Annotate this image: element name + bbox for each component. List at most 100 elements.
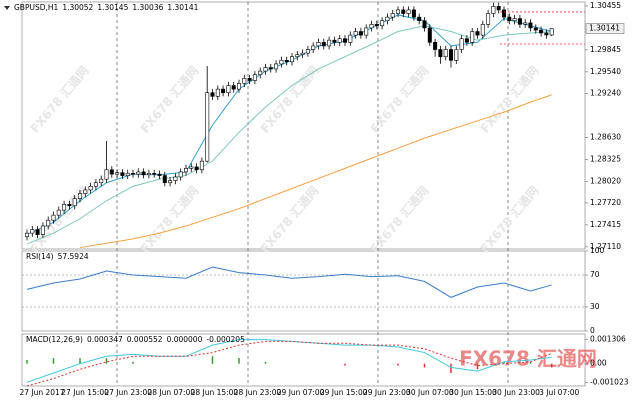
candle-body — [337, 38, 342, 43]
candle-body — [544, 32, 549, 36]
candle-body — [83, 189, 88, 194]
candle-body — [205, 92, 210, 162]
x-tick-label: 29 Jun 23:00 — [363, 388, 411, 397]
candle-body — [316, 42, 321, 47]
candle-body — [178, 171, 183, 178]
panel-frames — [21, 1, 586, 387]
y-tick-label: 1.28630 — [590, 132, 621, 141]
header-value: 1.30145 — [97, 3, 128, 12]
x-tick-label: 28 Jun 23:00 — [234, 388, 282, 397]
header-value: 0.000000 — [167, 335, 203, 344]
candle-body — [523, 22, 528, 25]
last-price: 1.30141 — [589, 24, 620, 33]
candle-body — [464, 38, 469, 43]
y-tick-label: 0 — [590, 326, 595, 335]
x-tick-label: 28 Jun 15:00 — [191, 388, 239, 397]
plot: 1.27110 1.27415 1.27720 1.28020 1.28325 1.286… — [14, 1, 629, 397]
macd-panel — [21, 333, 586, 387]
candle-body — [30, 229, 35, 234]
candle-body — [72, 198, 77, 207]
y-tick-label: 1.29240 — [590, 88, 621, 97]
macd-line — [26, 339, 552, 383]
candle-body — [168, 180, 173, 184]
candle-body — [496, 6, 501, 11]
candle-body — [274, 63, 279, 70]
candle-body — [141, 171, 146, 176]
y-tick-label: 30 — [590, 302, 600, 311]
candle-body — [199, 160, 204, 171]
x-tick-label: 27 Jun 2017 — [19, 388, 64, 397]
y-tick-label: 1.28020 — [590, 176, 621, 185]
candle-body — [99, 178, 104, 184]
candle-body — [46, 219, 51, 227]
y-tick-label: -0.001023 — [590, 378, 629, 387]
candle-body — [242, 78, 247, 84]
candle-body — [157, 173, 162, 176]
candle-body — [258, 70, 263, 76]
header-value: 57.5924 — [58, 252, 89, 261]
candle-body — [364, 27, 369, 36]
candle-body — [279, 60, 284, 65]
candle-body — [342, 38, 347, 43]
menu-triangle[interactable] — [4, 6, 10, 10]
candle-body — [125, 173, 130, 176]
candle-body — [295, 54, 300, 58]
y-tick-label: 1.27415 — [590, 220, 621, 229]
candle-body — [549, 28, 554, 36]
candle-body — [433, 42, 438, 50]
candle-body — [480, 24, 485, 36]
candle-body — [539, 29, 544, 34]
candle-body — [406, 9, 411, 14]
indicator-title: GBPUSD,H1 — [14, 3, 59, 12]
candle-body — [78, 193, 83, 199]
main-panel — [21, 1, 586, 250]
candle-body — [512, 18, 517, 22]
rsi-line — [26, 266, 552, 298]
y-tick-label: 1.27720 — [590, 198, 621, 207]
candle-body — [369, 24, 374, 29]
candle-body — [507, 16, 512, 22]
candle-body — [385, 16, 390, 22]
indicator-title: MACD(12,26,9) — [26, 335, 83, 344]
candle-body — [221, 88, 226, 94]
rsi-panel — [21, 250, 586, 332]
candle-body — [162, 175, 167, 184]
candle-body — [104, 169, 109, 180]
candle-body — [152, 173, 157, 175]
candle-body — [194, 166, 199, 171]
y-tick-label: 1.28325 — [590, 154, 621, 163]
candle-body — [411, 9, 416, 18]
moving-average — [79, 94, 552, 249]
header-value: 1.30141 — [167, 3, 198, 12]
candle-body — [289, 56, 294, 63]
x-tick-label: 27 Jun 15:00 — [61, 388, 109, 397]
candle-body — [327, 39, 332, 47]
candle-body — [24, 232, 29, 238]
candle-body — [533, 27, 538, 31]
candle-body — [311, 45, 316, 50]
header-value: 1.30036 — [132, 3, 163, 12]
header-value: 1.30052 — [62, 3, 93, 12]
candle-body — [475, 31, 480, 36]
candle-body — [93, 182, 98, 187]
candle-body — [390, 13, 395, 18]
candle-body — [252, 74, 257, 81]
candle-body — [353, 31, 358, 36]
candle-body — [395, 9, 400, 14]
candle-body — [237, 83, 242, 90]
x-tick-label: 28 Jun 07:00 — [147, 388, 195, 397]
candle-body — [35, 229, 40, 235]
x-tick-label: 30 Jun 23:00 — [492, 388, 540, 397]
candle-body — [486, 13, 491, 25]
candle-body — [454, 49, 459, 61]
candle-body — [528, 22, 533, 29]
x-tick-label: 29 Jun 15:00 — [320, 388, 368, 397]
x-tick-label: 3 Jul 07:00 — [539, 388, 579, 397]
last-price-tag — [585, 23, 625, 34]
candle-body — [131, 173, 136, 175]
watermark-logo: FX678 汇通网 — [459, 347, 597, 371]
candle-body — [358, 31, 363, 36]
x-tick-label: 29 Jun 07:00 — [277, 388, 325, 397]
candle-body — [459, 38, 464, 50]
